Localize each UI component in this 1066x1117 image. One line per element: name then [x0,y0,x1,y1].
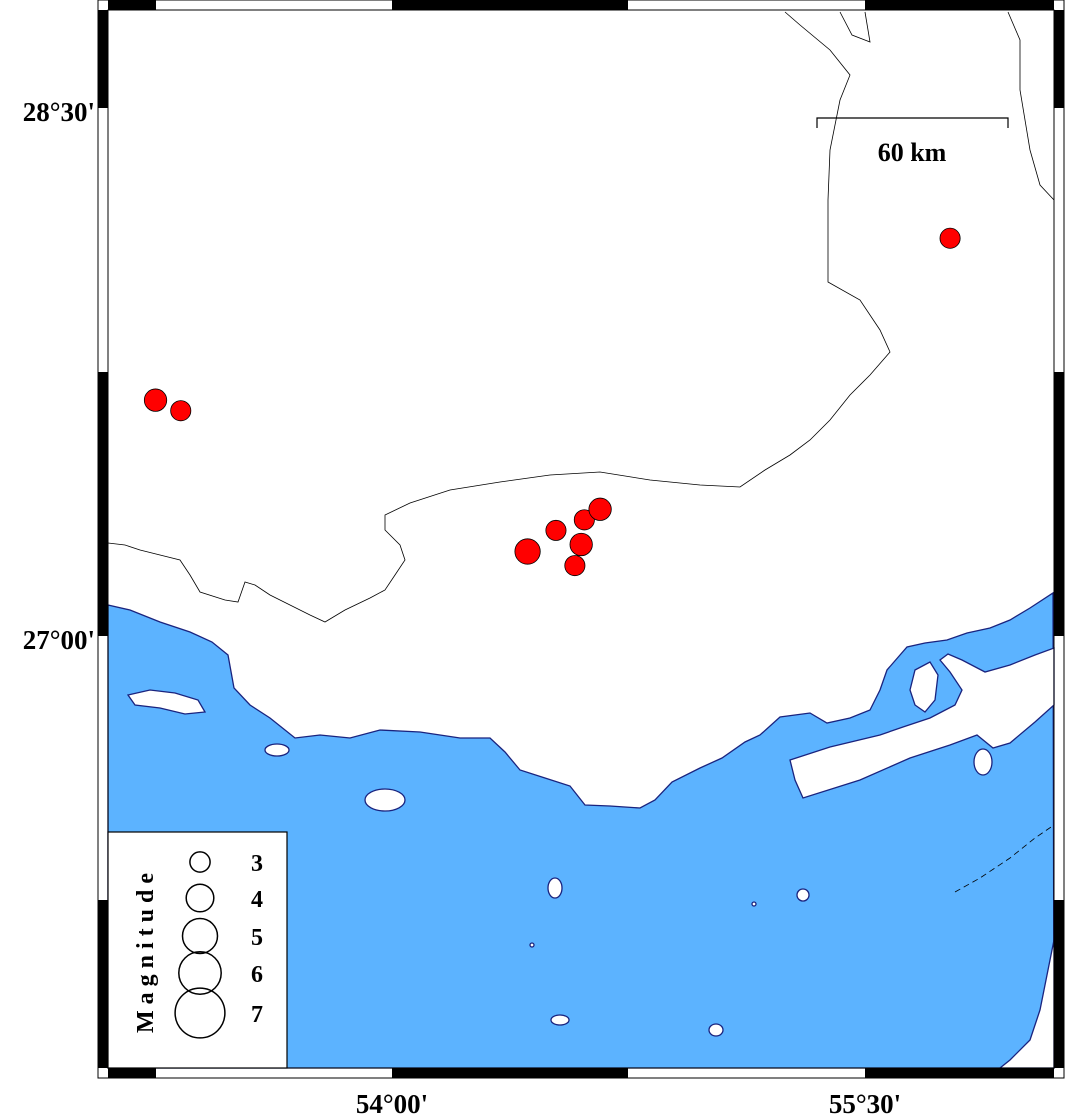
legend-symbol-4 [185,883,215,913]
islands [126,647,1055,1069]
lon-label-west: 54°00' [356,1089,428,1117]
map-frame [97,0,1065,1079]
lon-label-east: 55°30' [829,1089,901,1117]
legend-label-4: 4 [251,887,263,913]
legend: Magnitude 3 4 5 6 7 [107,831,288,1069]
legend-symbol-3 [189,851,211,873]
scale-bar: 60 km [816,117,1009,167]
earthquake-event-4 [514,538,541,565]
earthquake-events [143,227,961,577]
earthquake-event-7 [588,497,612,521]
legend-title: Magnitude [133,867,159,1033]
legend-label-3: 3 [251,851,263,877]
lat-label-south: 27°00' [23,625,95,655]
earthquake-event-9 [564,555,586,577]
legend-label-5: 5 [251,925,263,951]
sea [107,591,1055,1069]
earthquake-event-6 [573,509,595,531]
legend-symbol-6 [178,951,222,995]
earthquake-event-3 [939,227,961,249]
qeshm-island [789,647,1055,799]
mangrove-islands [909,661,939,713]
lat-label-north: 28°30' [23,97,95,127]
island-west [126,689,207,715]
legend-label-6: 6 [251,962,263,988]
legend-symbol-5 [181,917,219,955]
earthquake-event-1 [143,388,168,412]
earthquake-event-2 [170,400,192,422]
legend-label-7: 7 [251,1002,263,1028]
earthquake-event-8 [569,532,593,557]
scale-bar-label: 60 km [878,138,947,167]
earthquake-event-5 [545,519,567,541]
legend-symbol-7 [174,987,226,1039]
